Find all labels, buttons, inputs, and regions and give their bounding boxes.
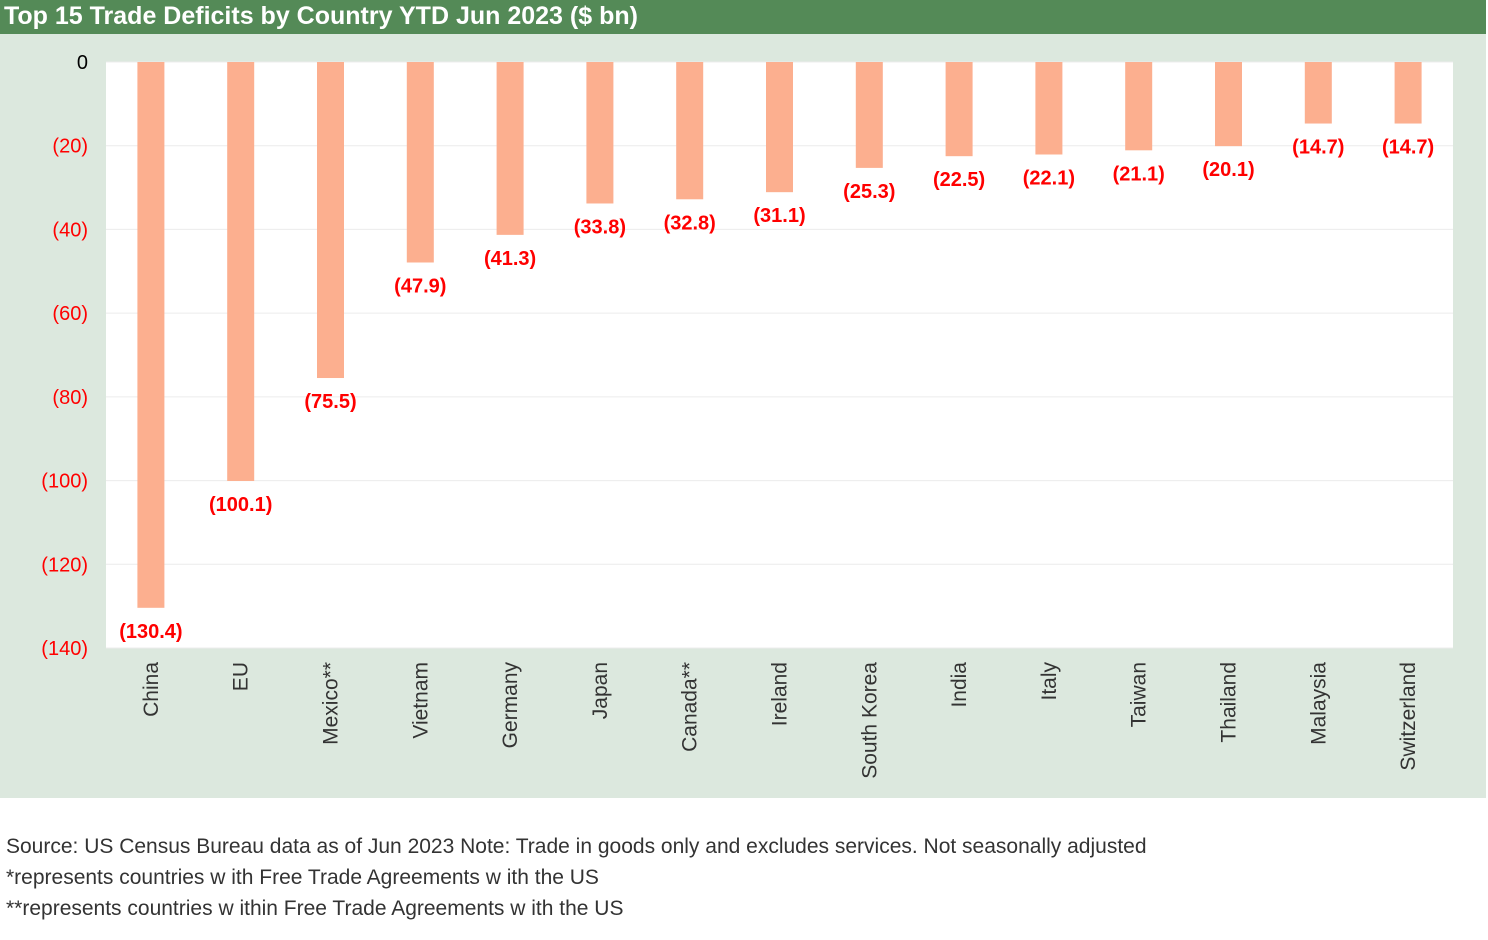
data-label: (22.1) — [1023, 168, 1075, 190]
y-tick-label: (80) — [52, 387, 88, 409]
category-label: China — [140, 662, 163, 717]
data-label: (31.1) — [753, 205, 805, 227]
y-tick-label: (60) — [52, 303, 88, 325]
data-label: (33.8) — [574, 216, 626, 238]
y-tick-label: (120) — [41, 554, 88, 576]
bar — [766, 62, 793, 193]
bar — [1035, 62, 1063, 155]
category-label: Mexico** — [320, 662, 343, 745]
bar — [586, 62, 614, 204]
data-label: (32.8) — [664, 212, 716, 234]
fta-note: *represents countries w ith Free Trade A… — [6, 866, 599, 889]
fta-within-note: **represents countries w ithin Free Trad… — [6, 897, 624, 920]
category-label: Vietnam — [409, 662, 432, 739]
footnotes: Source: US Census Bureau data as of Jun … — [6, 831, 1147, 924]
bar — [227, 62, 255, 481]
category-label: Thailand — [1218, 662, 1241, 743]
bar — [855, 62, 883, 168]
category-label: Japan — [589, 662, 612, 719]
bar-chart: 0 (20) (40) (60) (80) (100) (120) (140) (130.4) C… — [41, 52, 1453, 779]
bar — [317, 62, 344, 379]
data-label: (130.4) — [119, 621, 182, 643]
data-label: (20.1) — [1202, 159, 1254, 181]
bar — [676, 62, 704, 200]
chart-title: Top 15 Trade Deficits by Country YTD Jun… — [4, 2, 638, 30]
chart-header: Top 15 Trade Deficits by Country YTD Jun… — [0, 0, 1486, 34]
y-tick-label: (100) — [41, 471, 88, 493]
category-label: Malaysia — [1307, 662, 1330, 745]
data-label: (41.3) — [484, 248, 536, 270]
data-label: (14.7) — [1292, 137, 1344, 159]
source-note: Source: US Census Bureau data as of Jun … — [6, 835, 1147, 858]
y-tick-label: 0 — [77, 52, 88, 74]
bar — [1125, 62, 1153, 151]
bar — [496, 62, 524, 235]
bar — [1304, 62, 1332, 124]
data-label: (14.7) — [1382, 137, 1434, 159]
data-label: (22.5) — [933, 169, 985, 191]
bar — [1394, 62, 1422, 124]
category-label: Switzerland — [1397, 662, 1420, 771]
data-label: (100.1) — [209, 494, 272, 516]
bar — [1215, 62, 1242, 147]
y-tick-label: (140) — [41, 638, 88, 660]
data-label: (25.3) — [843, 181, 895, 203]
bar — [137, 62, 165, 608]
category-label: Canada** — [679, 662, 702, 752]
data-label: (21.1) — [1113, 163, 1165, 185]
y-tick-label: (40) — [52, 219, 88, 241]
bar — [406, 62, 434, 263]
bar — [945, 62, 973, 157]
y-tick-label: (20) — [52, 136, 88, 158]
category-label: Italy — [1038, 662, 1061, 701]
data-label: (47.9) — [394, 275, 446, 297]
category-label: EU — [230, 662, 253, 691]
category-label: Taiwan — [1128, 662, 1151, 727]
data-label: (75.5) — [304, 391, 356, 413]
category-label: Germany — [499, 662, 522, 749]
category-label: India — [948, 662, 971, 708]
category-label: South Korea — [858, 662, 881, 779]
category-label: Ireland — [769, 662, 792, 726]
